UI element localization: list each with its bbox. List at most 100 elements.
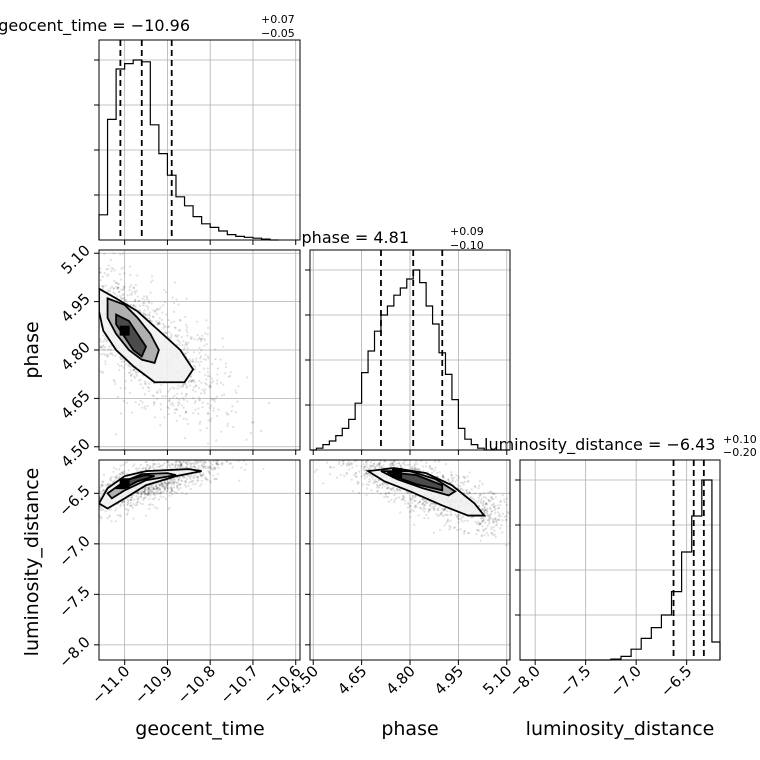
pair-luminosity-distance-vs-geocent-time-sample — [144, 489, 147, 492]
pair-luminosity-distance-vs-phase-sample — [409, 510, 412, 513]
pair-luminosity-distance-vs-geocent-time-sample — [192, 476, 195, 479]
pair-phase-vs-geocent-time-sample — [196, 334, 199, 337]
pair-phase-vs-geocent-time-sample — [148, 316, 151, 320]
pair-luminosity-distance-vs-geocent-time-sample — [207, 460, 210, 461]
pair-luminosity-distance-vs-phase-sample — [360, 475, 363, 478]
pair-luminosity-distance-vs-geocent-time-sample — [152, 462, 155, 465]
pair-luminosity-distance-vs-geocent-time-sample — [177, 452, 179, 454]
pair-luminosity-distance-vs-geocent-time-sample — [210, 462, 213, 465]
pair-luminosity-distance-vs-geocent-time-sample — [211, 460, 214, 461]
pair-luminosity-distance-vs-phase-sample — [497, 507, 501, 510]
pair-phase-vs-geocent-time-sample — [148, 300, 151, 303]
pair-phase-vs-geocent-time-sample — [196, 320, 199, 323]
pair-luminosity-distance-vs-geocent-time-sample — [142, 498, 145, 501]
pair-luminosity-distance-vs-geocent-time-sample — [186, 460, 189, 463]
pair-luminosity-distance-vs-phase-sample — [479, 522, 482, 525]
pair-phase-vs-geocent-time-sample — [139, 383, 142, 386]
pair-phase-vs-geocent-time-sample — [212, 380, 215, 383]
pair-phase-vs-geocent-time-sample — [89, 264, 91, 266]
pair-luminosity-distance-vs-phase-sample — [383, 485, 386, 488]
pair-phase-vs-geocent-time-sample — [144, 407, 147, 411]
pair-luminosity-distance-vs-phase-sample — [399, 464, 402, 467]
pair-luminosity-distance-vs-geocent-time-sample — [129, 501, 132, 504]
pair-luminosity-distance-vs-geocent-time-sample — [134, 504, 137, 507]
pair-phase-vs-geocent-time-sample — [93, 287, 95, 289]
pair-luminosity-distance-vs-phase-sample — [494, 524, 498, 527]
pair-luminosity-distance-vs-geocent-time-sample — [214, 466, 217, 469]
pair-luminosity-distance-vs-geocent-time-sample — [115, 476, 118, 479]
pair-luminosity-distance-vs-geocent-time-sample — [71, 521, 73, 523]
pair-luminosity-distance-vs-phase-sample — [366, 473, 369, 476]
pair-luminosity-distance-vs-phase-sample — [514, 499, 516, 501]
pair-luminosity-distance-vs-geocent-time-sample — [55, 513, 57, 515]
pair-luminosity-distance-vs-geocent-time-sample — [202, 460, 206, 462]
pair-phase-vs-geocent-time-sample — [134, 284, 137, 287]
pair-luminosity-distance-vs-geocent-time-sample — [62, 527, 64, 529]
pair-phase-vs-geocent-time-sample — [134, 370, 137, 373]
pair-phase-vs-geocent-time-sample — [153, 416, 157, 419]
pair-luminosity-distance-vs-phase-sample — [528, 530, 530, 532]
pair-luminosity-distance-vs-phase-sample — [432, 508, 436, 512]
pair-luminosity-distance-vs-phase-sample — [390, 498, 393, 501]
pair-luminosity-distance-vs-geocent-time-sample — [101, 484, 105, 487]
pair-phase-vs-geocent-time-sample — [96, 316, 98, 318]
pair-luminosity-distance-vs-geocent-time-sample — [203, 461, 206, 464]
pair-luminosity-distance-vs-geocent-time-sample — [168, 478, 171, 482]
pair-luminosity-distance-vs-geocent-time-sample — [133, 463, 136, 466]
pair-phase-vs-geocent-time-sample — [117, 286, 120, 290]
pair-luminosity-distance-vs-phase-sample — [467, 519, 470, 522]
pair-luminosity-distance-vs-phase-sample — [480, 508, 484, 511]
pair-luminosity-distance-vs-geocent-time-sample — [187, 475, 190, 478]
pair-luminosity-distance-vs-phase-sample — [505, 543, 508, 547]
pair-luminosity-distance-vs-phase-sample — [512, 523, 514, 525]
pair-luminosity-distance-vs-phase-sample — [437, 507, 440, 510]
pair-phase-vs-geocent-time-sample — [130, 411, 133, 414]
pair-luminosity-distance-vs-geocent-time-sample — [170, 489, 174, 492]
pair-luminosity-distance-vs-phase-sample — [417, 514, 420, 517]
pair-luminosity-distance-vs-geocent-time-sample — [169, 451, 171, 453]
pair-luminosity-distance-vs-geocent-time-sample — [184, 480, 187, 483]
pair-phase-vs-geocent-time-sample — [190, 336, 193, 339]
pair-luminosity-distance-vs-phase-sample — [456, 515, 459, 518]
pair-phase-vs-geocent-time-sample — [196, 338, 199, 341]
pair-phase-vs-geocent-time-sample — [49, 302, 51, 304]
pair-luminosity-distance-vs-geocent-time-sample — [156, 490, 159, 493]
pair-luminosity-distance-vs-geocent-time-sample — [201, 457, 203, 459]
pair-phase-vs-geocent-time-sample — [156, 391, 159, 395]
pair-luminosity-distance-vs-phase-sample — [432, 531, 435, 534]
pair-luminosity-distance-vs-phase-sample — [469, 496, 472, 500]
pair-phase-vs-geocent-time-sample — [184, 341, 188, 344]
pair-luminosity-distance-vs-geocent-time-sample — [99, 508, 102, 512]
pair-luminosity-distance-vs-phase-sample — [381, 486, 384, 489]
pair-luminosity-distance-vs-geocent-time-sample — [193, 462, 196, 465]
pair-phase-vs-geocent-time-sample — [145, 296, 149, 299]
pair-luminosity-distance-vs-geocent-time-sample — [73, 516, 75, 518]
pair-luminosity-distance-vs-phase-sample — [452, 476, 455, 479]
pair-luminosity-distance-vs-phase-sample — [542, 535, 544, 537]
pair-phase-vs-geocent-time-sample — [173, 334, 177, 337]
pair-luminosity-distance-vs-geocent-time-sample — [202, 466, 205, 470]
pair-luminosity-distance-vs-geocent-time-sample — [174, 465, 177, 468]
pair-phase-vs-geocent-time-sample — [204, 373, 207, 376]
pair-luminosity-distance-vs-phase-sample — [345, 472, 349, 475]
pair-luminosity-distance-vs-geocent-time-sample — [94, 508, 96, 510]
pair-luminosity-distance-vs-geocent-time-sample — [221, 462, 224, 465]
pair-phase-vs-geocent-time-sample — [106, 339, 109, 342]
pair-luminosity-distance-vs-geocent-time-sample — [154, 487, 158, 490]
pair-luminosity-distance-vs-geocent-time-sample — [147, 490, 151, 493]
pair-luminosity-distance-vs-phase-sample — [456, 514, 460, 517]
hist-phase-steps — [310, 269, 510, 451]
pair-phase-vs-geocent-time-sample — [120, 360, 124, 363]
pair-phase-vs-geocent-time-density-2 — [116, 314, 147, 357]
pair-phase-vs-geocent-time-sample — [104, 337, 107, 340]
pair-luminosity-distance-vs-phase-sample — [510, 511, 512, 513]
pair-phase-vs-geocent-time-sample — [144, 383, 148, 386]
pair-phase-vs-geocent-time-sample — [132, 304, 135, 307]
pair-luminosity-distance-vs-phase-sample — [371, 460, 374, 461]
pair-phase-vs-geocent-time-sample — [99, 345, 103, 349]
pair-phase-vs-geocent-time-sample — [199, 392, 203, 395]
pair-phase-vs-geocent-time-sample — [47, 291, 49, 293]
pair-luminosity-distance-vs-phase-sample — [385, 487, 388, 490]
pair-phase-vs-geocent-time-sample — [123, 286, 126, 289]
pair-luminosity-distance-vs-phase-sample — [446, 520, 449, 523]
